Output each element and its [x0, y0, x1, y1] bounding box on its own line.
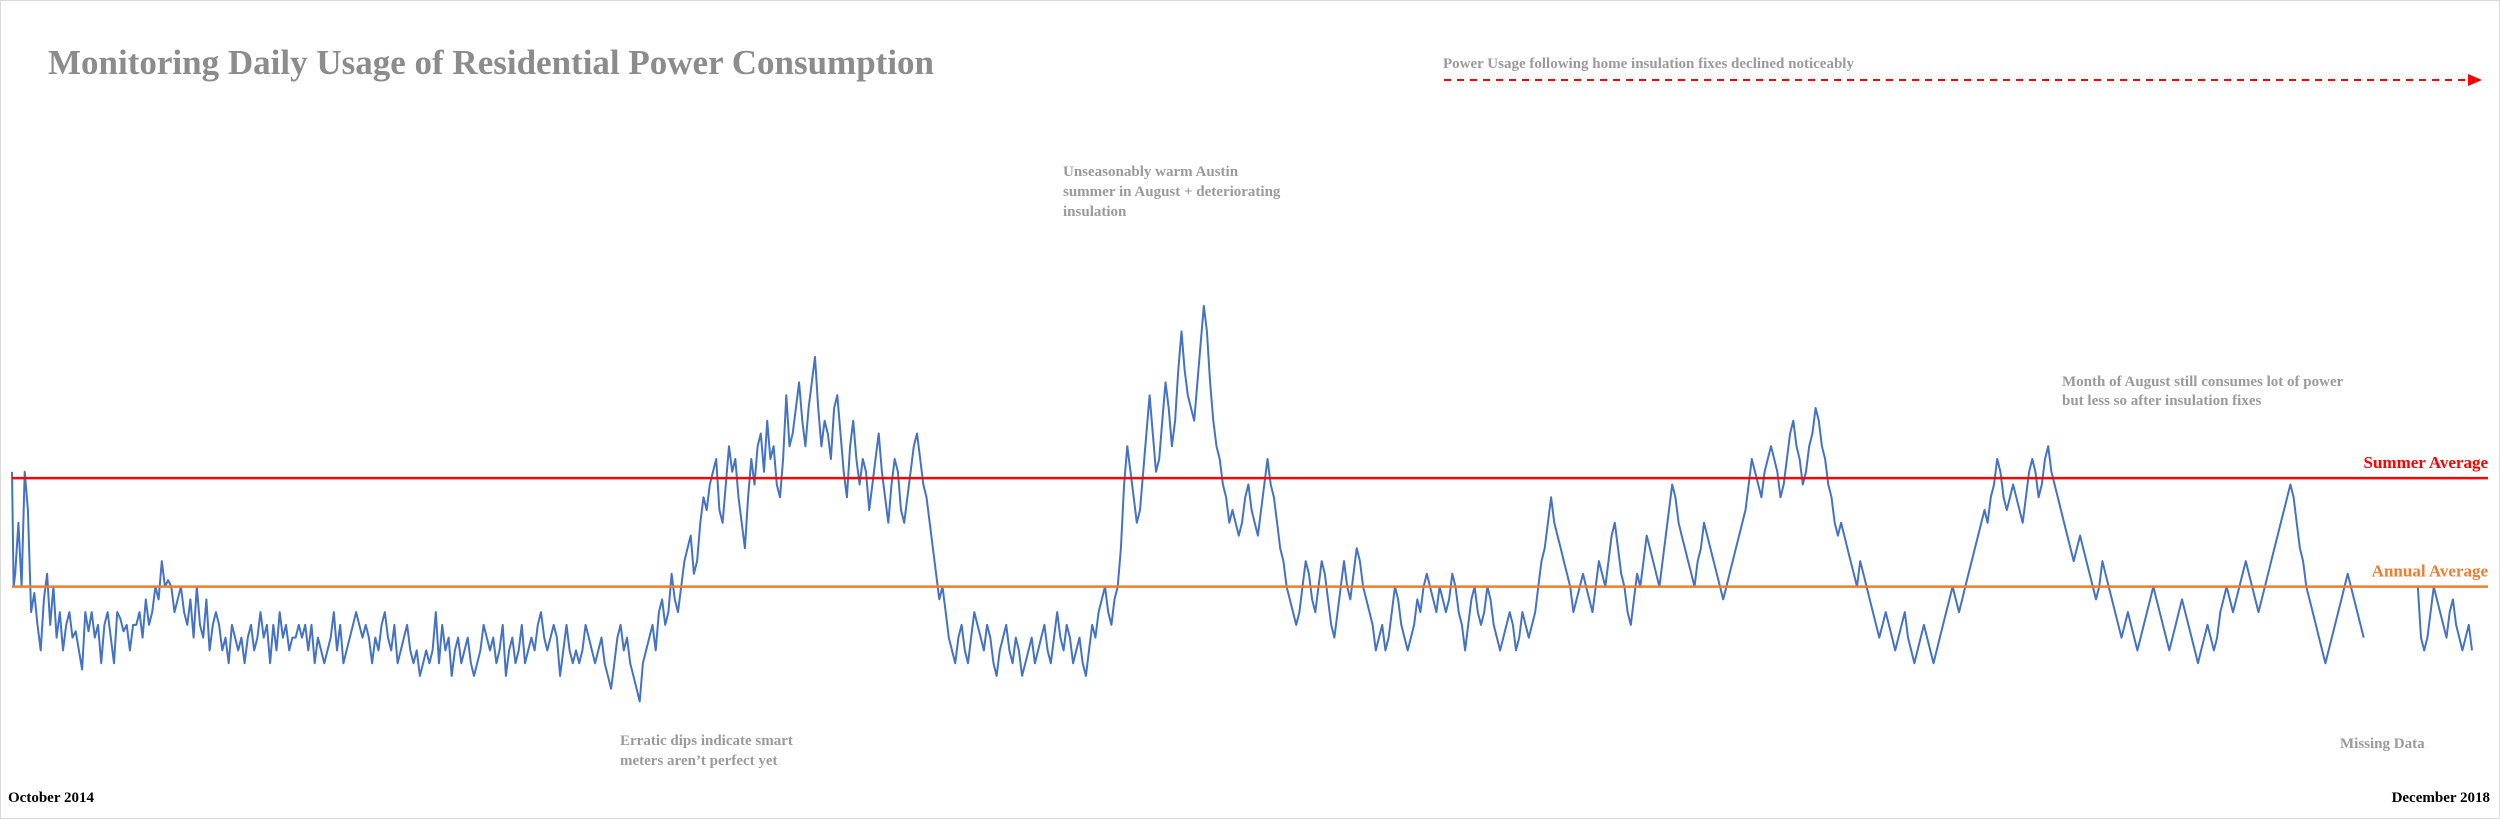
usage-series-line [11, 304, 2365, 703]
usage-series-line-after-gap [2416, 585, 2473, 652]
missing-data-annotation: Missing Data [2340, 736, 2425, 752]
erratic-annotation-line-2: meters aren’t perfect yet [620, 753, 778, 769]
chart-title: Monitoring Daily Usage of Residential Po… [48, 43, 934, 82]
reference-lines: Summer Average Annual Average [12, 453, 2489, 588]
august-annotation-line-1: Month of August still consumes lot of po… [2062, 374, 2344, 390]
x-axis-start-label: October 2014 [8, 790, 94, 806]
summer-annotation-line-3: insulation [1063, 204, 1127, 220]
erratic-annotation-line-1: Erratic dips indicate smart [620, 733, 793, 749]
x-axis-end-label: December 2018 [2392, 790, 2490, 806]
annual-average-label: Annual Average [2372, 562, 2489, 581]
trend-annotation: Power Usage following home insulation fi… [1443, 56, 1854, 72]
august-annotation-line-2: but less so after insulation fixes [2062, 393, 2261, 409]
trend-arrow-head [2468, 74, 2482, 86]
summer-average-label: Summer Average [2364, 453, 2489, 472]
series-layer [11, 304, 2473, 703]
summer-annotation-line-2: summer in August + deteriorating [1063, 184, 1281, 200]
summer-annotation-line-1: Unseasonably warm Austin [1063, 164, 1239, 180]
